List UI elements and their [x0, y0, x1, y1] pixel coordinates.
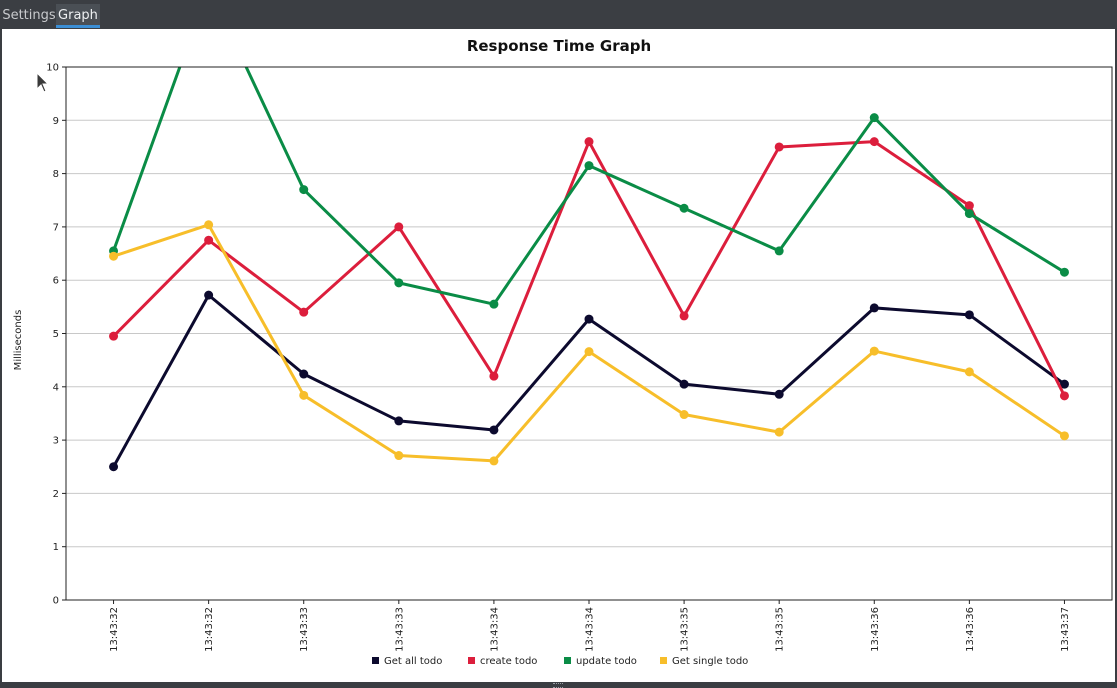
y-axis-ticks: 0 1 2 3 4 5 6 7 8 9 10	[46, 63, 66, 607]
x-tick-label: 13:43:34	[585, 607, 596, 652]
grid-layer	[66, 66, 1112, 601]
data-point	[394, 278, 404, 288]
plot-frame	[65, 66, 1113, 601]
series-line	[112, 140, 1066, 397]
data-point	[869, 346, 879, 356]
x-tick-label: 13:43:34	[489, 607, 500, 652]
y-tick-label: 9	[53, 116, 59, 127]
data-point	[204, 290, 214, 300]
data-point	[869, 137, 879, 147]
data-point	[489, 425, 499, 435]
legend-swatch	[468, 657, 475, 664]
data-point	[584, 347, 594, 357]
chart-title: Response Time Graph	[467, 37, 651, 55]
data-point	[394, 416, 404, 426]
x-tick-label: 13:43:33	[394, 607, 405, 652]
x-tick-label: 13:43:32	[204, 607, 215, 652]
y-axis-label: Milliseconds	[13, 310, 24, 371]
x-tick-label: 13:43:36	[870, 607, 881, 652]
data-point	[584, 161, 594, 171]
data-point	[774, 427, 784, 437]
data-point	[964, 367, 974, 377]
chart-legend: Get all todo create todo update todo Get si…	[372, 656, 748, 667]
data-point	[1059, 267, 1069, 277]
data-point	[489, 299, 499, 309]
x-tick-label: 13:43:33	[299, 607, 310, 652]
y-tick-label: 8	[53, 169, 59, 180]
data-point	[109, 331, 119, 341]
data-point	[584, 314, 594, 324]
data-point	[394, 222, 404, 232]
data-point	[109, 462, 119, 472]
tab-graph[interactable]: Graph	[56, 4, 100, 28]
legend-swatch	[660, 657, 667, 664]
mouse-cursor-icon	[36, 72, 50, 93]
data-point	[204, 235, 214, 245]
status-strip	[0, 682, 1117, 688]
data-point	[584, 137, 594, 147]
data-point	[299, 307, 309, 317]
data-point	[774, 246, 784, 256]
data-point	[1059, 391, 1069, 401]
x-axis-ticks: 13:43:32 13:43:32 13:43:33 13:43:33 13:43:34…	[109, 600, 1071, 652]
response-time-chart: Response Time Graph Milliseconds 0 1 2 3 4 5 6…	[13, 37, 1113, 667]
y-tick-label: 0	[53, 596, 59, 607]
data-point	[299, 390, 309, 400]
y-tick-label: 2	[53, 489, 59, 500]
series-layer	[109, 67, 1069, 472]
legend-label: Get all todo	[384, 656, 442, 667]
data-point	[869, 303, 879, 313]
data-point	[774, 142, 784, 152]
data-point	[964, 209, 974, 219]
y-tick-label: 1	[53, 542, 59, 553]
x-tick-label: 13:43:35	[680, 607, 691, 652]
data-point	[1059, 379, 1069, 389]
series-0	[109, 290, 1069, 472]
data-point	[679, 311, 689, 321]
data-point	[1059, 431, 1069, 441]
x-tick-label: 13:43:37	[1060, 607, 1071, 652]
y-tick-label: 3	[53, 436, 59, 447]
data-point	[109, 251, 119, 261]
resize-grip-icon[interactable]	[553, 683, 563, 688]
y-tick-label: 7	[53, 222, 59, 233]
data-point	[489, 456, 499, 466]
y-tick-label: 5	[53, 329, 59, 340]
series-line	[113, 223, 1066, 463]
legend-swatch	[564, 657, 571, 664]
data-point	[489, 371, 499, 381]
series-3	[109, 220, 1069, 466]
data-point	[679, 379, 689, 389]
data-point	[394, 451, 404, 461]
data-point	[299, 369, 309, 379]
data-point	[679, 203, 689, 213]
x-tick-label: 13:43:35	[775, 607, 786, 652]
x-tick-label: 13:43:36	[965, 607, 976, 652]
legend-label: create todo	[480, 656, 537, 667]
tab-bar: Settings Graph	[0, 0, 1117, 29]
data-point	[299, 185, 309, 195]
x-tick-label: 13:43:32	[109, 607, 120, 652]
legend-label: Get single todo	[672, 656, 748, 667]
data-point	[964, 201, 974, 211]
legend-swatch	[372, 657, 379, 664]
tab-settings[interactable]: Settings	[2, 8, 56, 23]
legend-label: update todo	[576, 656, 637, 667]
graph-panel: Response Time Graph Milliseconds 0 1 2 3 4 5 6…	[2, 29, 1115, 682]
data-point	[774, 389, 784, 399]
y-tick-label: 10	[46, 63, 59, 74]
y-tick-label: 4	[53, 382, 59, 393]
data-point	[964, 310, 974, 320]
data-point	[204, 220, 214, 230]
series-1	[109, 137, 1069, 401]
data-point	[679, 410, 689, 420]
series-2	[109, 67, 1069, 309]
y-tick-label: 6	[53, 276, 59, 287]
data-point	[869, 113, 879, 123]
